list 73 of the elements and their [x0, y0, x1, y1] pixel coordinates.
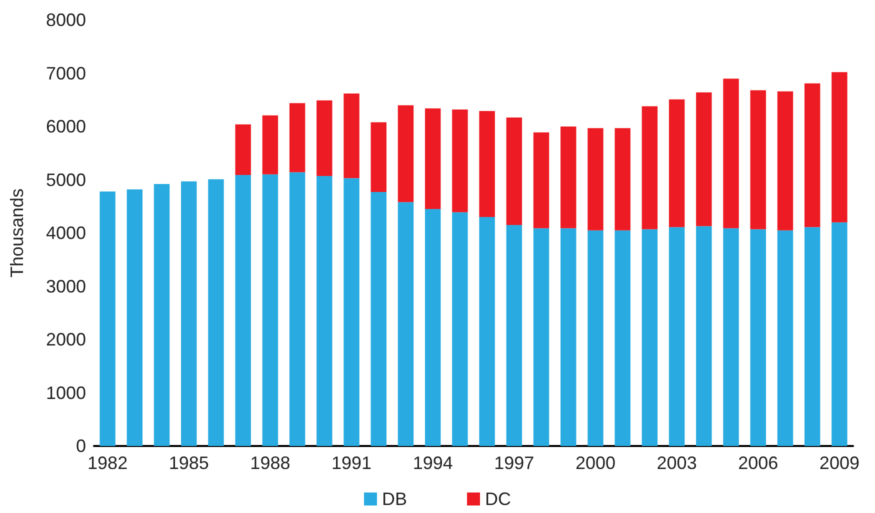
y-tick-label: 0 [76, 436, 86, 456]
bar [614, 128, 630, 230]
bar [506, 117, 522, 226]
bar [262, 115, 278, 174]
y-axis-title: Thousands [7, 188, 27, 278]
bar [289, 103, 306, 172]
x-tick-label: 1994 [412, 453, 453, 473]
bar [506, 225, 522, 446]
bar [696, 92, 712, 226]
legend-label: DC [485, 489, 512, 509]
y-tick-label: 2000 [46, 330, 86, 350]
bar [126, 189, 143, 446]
bar [723, 228, 739, 446]
bar [424, 209, 441, 446]
bar [588, 230, 604, 446]
bar [750, 229, 766, 446]
bar [235, 174, 251, 446]
bar [100, 191, 116, 446]
bar [696, 226, 712, 446]
x-tick-label: 2009 [819, 453, 860, 473]
y-tick-label: 1000 [46, 382, 86, 403]
bar [614, 230, 630, 446]
bar [316, 100, 332, 176]
bar [560, 228, 576, 446]
bar [533, 228, 550, 446]
bar [289, 172, 306, 446]
bar [804, 83, 820, 228]
bar [344, 93, 360, 178]
bar [668, 99, 685, 228]
bar [479, 217, 495, 446]
y-tick-label: 3000 [46, 276, 86, 296]
bar [235, 124, 251, 175]
bar [723, 78, 739, 228]
y-tick-label: 5000 [46, 170, 86, 190]
x-tick-label: 1991 [331, 453, 372, 473]
bar [398, 202, 414, 446]
bar [750, 90, 766, 230]
x-tick-label: 1997 [494, 453, 534, 473]
bar [479, 111, 495, 218]
x-tick-label: 2000 [575, 453, 616, 473]
bar [642, 229, 658, 446]
bar [832, 72, 848, 222]
bar [398, 105, 414, 202]
bar [154, 184, 170, 446]
x-tick-label: 2006 [738, 453, 778, 473]
y-tick-label: 6000 [46, 116, 86, 136]
bar [316, 176, 332, 446]
bar [777, 91, 794, 230]
y-tick-label: 4000 [46, 223, 86, 243]
bar [832, 222, 848, 446]
bar [181, 181, 197, 446]
bar [588, 128, 604, 230]
bar [344, 178, 360, 446]
bar [370, 192, 386, 446]
y-tick-label: 8000 [46, 10, 86, 30]
bar [452, 212, 468, 446]
bar [370, 122, 386, 192]
x-tick-label: 1988 [250, 453, 290, 473]
bar [777, 230, 794, 446]
bar [642, 106, 658, 230]
x-tick-label: 1985 [168, 453, 209, 473]
bar [668, 227, 685, 446]
bar [533, 132, 550, 228]
bar [208, 179, 224, 446]
x-tick-label: 2003 [656, 453, 697, 473]
x-tick-label: 1982 [88, 453, 128, 473]
bar [424, 108, 441, 210]
bar [262, 174, 278, 446]
bar [804, 227, 820, 446]
bar [452, 109, 468, 212]
bar [560, 126, 576, 228]
y-tick-label: 7000 [46, 63, 86, 84]
legend-label: DB [382, 489, 408, 509]
